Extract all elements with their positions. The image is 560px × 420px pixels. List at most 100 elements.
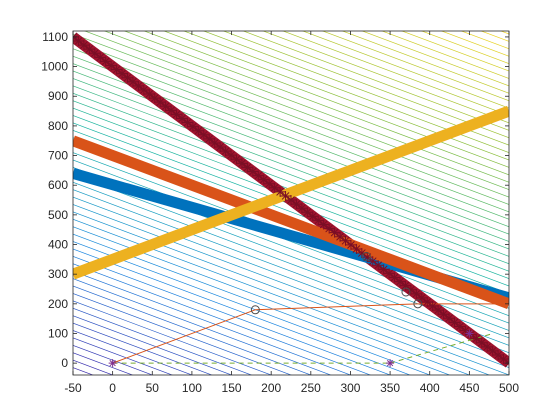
x-tick-label: 200 <box>261 381 281 395</box>
series-marker <box>356 248 367 259</box>
x-tick-label: 50 <box>146 381 160 395</box>
series-marker <box>438 309 449 320</box>
contour-line <box>73 211 509 375</box>
series-marker <box>204 133 215 144</box>
y-tick-label: 600 <box>48 178 68 192</box>
series-marker <box>264 178 275 189</box>
series-marker <box>493 349 504 360</box>
contour-line <box>73 100 509 265</box>
contour-line <box>73 85 509 250</box>
contour-line <box>321 31 509 102</box>
series-marker <box>405 284 416 295</box>
series-marker <box>302 207 313 218</box>
series-line-4 <box>73 105 509 280</box>
series-marker <box>100 56 111 67</box>
x-tick-label: 0 <box>109 381 116 395</box>
contour-line <box>83 31 509 191</box>
contour-line <box>103 31 509 183</box>
series-marker <box>215 142 226 153</box>
series-marker <box>427 301 438 312</box>
series-marker <box>291 199 302 210</box>
series-marker <box>498 354 509 365</box>
contour-line <box>73 307 253 375</box>
data-point <box>413 299 423 309</box>
series-marker <box>313 215 324 226</box>
series-marker <box>395 276 405 287</box>
series-marker <box>182 117 193 128</box>
series-marker <box>226 150 237 161</box>
contour-line <box>222 31 509 139</box>
y-tick-label: 500 <box>48 208 68 222</box>
contour-line <box>143 31 509 168</box>
contour-line <box>73 55 509 220</box>
x-tick-label: 500 <box>499 381 519 395</box>
contour-line <box>282 31 509 116</box>
x-tick-label: 350 <box>380 381 400 395</box>
x-tick-label: 250 <box>301 381 321 395</box>
series-marker <box>144 89 155 100</box>
contour-line <box>73 337 174 375</box>
series-marker <box>247 166 258 177</box>
series-marker <box>220 146 231 157</box>
data-point <box>250 305 260 315</box>
contour-line <box>73 63 509 228</box>
contour-line <box>182 31 509 153</box>
series-marker <box>258 174 269 185</box>
series-marker <box>307 211 318 222</box>
series-marker <box>193 125 204 136</box>
contour-line <box>73 352 134 375</box>
y-tick-label: 1100 <box>42 30 68 44</box>
series-marker <box>296 203 307 214</box>
series-marker <box>329 227 340 238</box>
x-tick-label: 400 <box>420 381 440 395</box>
series-marker <box>73 36 84 47</box>
series-marker <box>345 239 356 250</box>
series-marker <box>286 195 296 206</box>
series-marker <box>187 121 198 132</box>
series-marker <box>476 337 487 348</box>
series-marker <box>269 182 280 193</box>
y-tick-label: 1000 <box>41 60 68 74</box>
x-tick-label: 300 <box>340 381 360 395</box>
series-marker <box>449 317 460 328</box>
series-marker <box>236 158 247 169</box>
contour-line <box>301 31 509 109</box>
series-marker <box>198 129 209 140</box>
series-marker <box>89 48 100 59</box>
series-marker <box>166 105 177 116</box>
series-marker <box>275 186 286 197</box>
data-markers <box>73 31 509 369</box>
y-tick-label: 200 <box>48 297 68 311</box>
contour-line <box>73 322 213 375</box>
series-marker <box>106 60 117 71</box>
contour-line <box>73 181 509 346</box>
series-marker <box>411 288 422 299</box>
data-point <box>108 359 117 368</box>
series-marker <box>155 97 166 108</box>
y-tick-label: 700 <box>48 149 68 163</box>
contour-line <box>73 92 509 257</box>
y-tick-label: 100 <box>48 326 68 340</box>
x-tick-label: 150 <box>222 381 242 395</box>
series-marker <box>373 260 384 271</box>
series-marker <box>177 113 187 124</box>
series-marker <box>171 109 182 120</box>
series-marker <box>433 305 444 316</box>
series-marker <box>78 40 89 51</box>
contour-line <box>400 31 509 72</box>
contour-line <box>73 241 431 375</box>
series-marker <box>362 252 373 263</box>
contour-line <box>480 31 509 42</box>
contour-line <box>73 218 491 375</box>
series-marker <box>253 170 264 181</box>
contour-line <box>73 293 292 375</box>
series-marker <box>340 235 351 246</box>
plot-frame <box>72 30 510 376</box>
series-marker <box>117 68 128 79</box>
series-marker <box>422 296 433 307</box>
data-point <box>401 287 411 297</box>
series-marker <box>367 256 378 267</box>
y-tick-label: 800 <box>48 119 68 133</box>
series-marker <box>487 345 498 356</box>
